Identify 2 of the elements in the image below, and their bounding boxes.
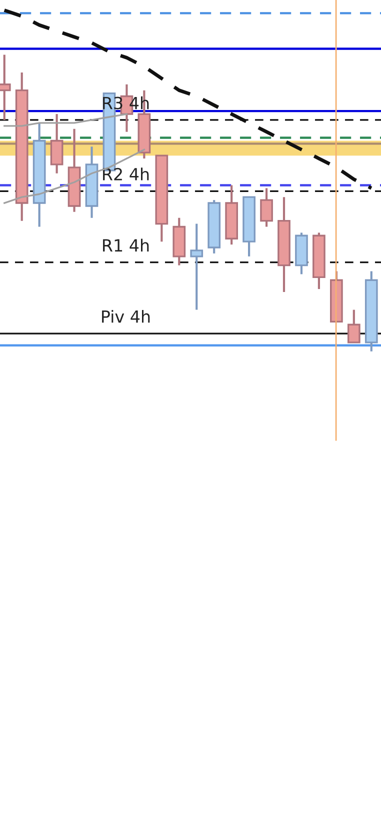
ref-line-label: Piv 4h: [102, 310, 150, 323]
ref-line-label: R1 4h: [103, 238, 149, 252]
